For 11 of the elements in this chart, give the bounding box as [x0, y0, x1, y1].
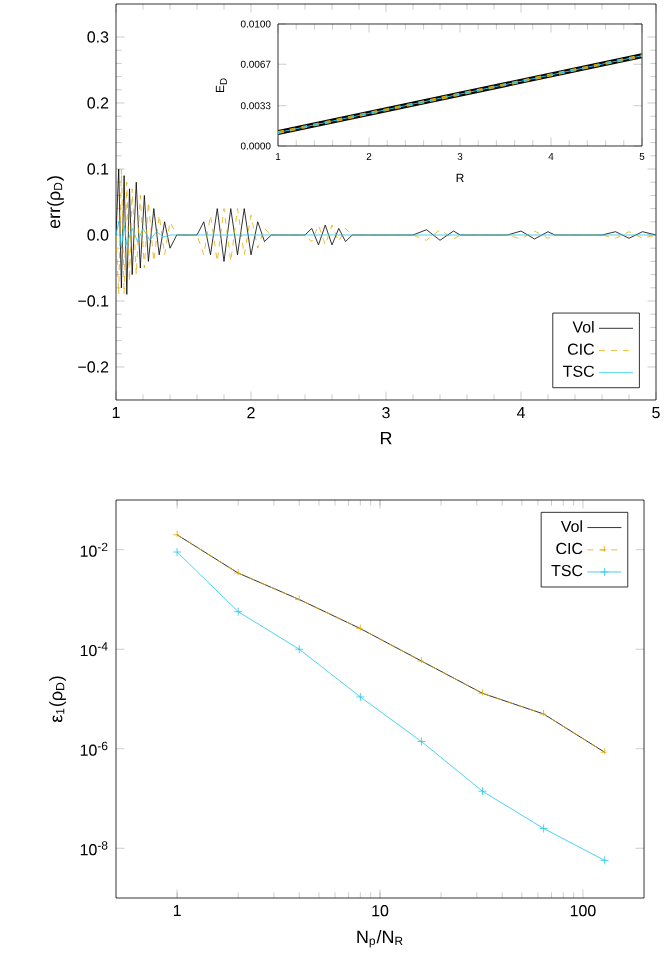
point	[539, 824, 548, 833]
y-axis-title: ε$_{1}$(ρ$_{D}$)	[49, 676, 66, 723]
line-series	[116, 221, 656, 249]
point	[294, 644, 304, 654]
point	[478, 786, 487, 796]
y-axis-title: err(ρ$_{D}$)	[47, 176, 64, 229]
point	[355, 692, 365, 702]
point	[417, 737, 426, 746]
x-axis-title: N$_{p}$/N$_{R}$	[357, 930, 403, 948]
x-axis-title: R	[380, 431, 392, 445]
point	[233, 607, 243, 617]
